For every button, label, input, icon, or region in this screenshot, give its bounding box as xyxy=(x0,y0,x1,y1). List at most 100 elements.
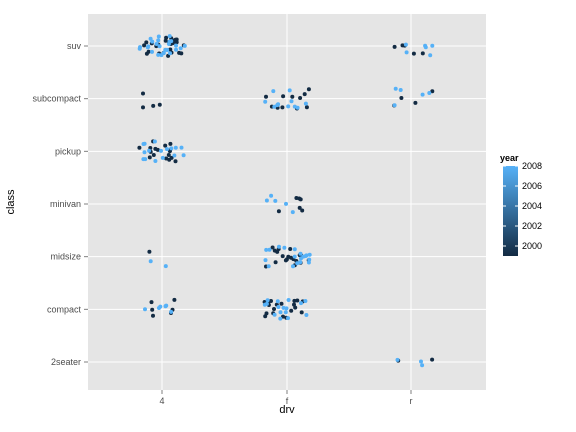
y-axis-ticks: 2seater compact midsize minivan pickup subcom… xyxy=(32,41,88,367)
data-point xyxy=(292,298,297,303)
data-point xyxy=(276,209,281,214)
y-tick-label: 2seater xyxy=(51,357,81,367)
data-point xyxy=(292,302,296,307)
data-point xyxy=(419,359,423,364)
data-point xyxy=(430,357,435,362)
data-point xyxy=(292,254,297,259)
data-point xyxy=(150,49,154,54)
data-point xyxy=(167,34,172,39)
data-point xyxy=(276,305,281,309)
data-point xyxy=(151,103,156,108)
data-point xyxy=(164,35,169,40)
data-point xyxy=(404,50,409,55)
data-point xyxy=(295,105,300,110)
y-axis-title: class xyxy=(5,189,17,215)
y-tick-label: subcompact xyxy=(32,94,81,104)
data-point xyxy=(299,256,303,261)
data-point xyxy=(147,148,152,153)
data-point xyxy=(289,308,294,313)
data-point xyxy=(299,301,303,306)
data-point xyxy=(263,99,268,104)
legend-tick-label: 2002 xyxy=(522,221,542,231)
data-point xyxy=(146,49,151,54)
data-point xyxy=(280,105,285,110)
data-point xyxy=(147,155,152,160)
data-point xyxy=(179,51,184,56)
legend-tick-label: 2000 xyxy=(522,241,542,251)
data-point xyxy=(264,247,269,252)
data-point xyxy=(148,259,153,264)
data-point xyxy=(178,46,183,51)
data-point xyxy=(169,309,174,314)
data-point xyxy=(141,105,145,110)
data-point xyxy=(300,208,305,213)
data-point xyxy=(168,141,173,146)
data-point xyxy=(291,264,295,269)
data-point xyxy=(151,153,156,157)
y-tick-label: midsize xyxy=(50,252,81,262)
data-point xyxy=(420,363,425,368)
data-point xyxy=(160,155,165,160)
data-point xyxy=(298,251,303,256)
data-point xyxy=(173,159,178,164)
data-point xyxy=(270,245,275,250)
x-axis-title: drv xyxy=(279,404,295,416)
data-point xyxy=(304,253,309,258)
legend-tick-label: 2008 xyxy=(522,161,542,171)
data-point xyxy=(153,146,158,151)
data-point xyxy=(420,92,425,97)
data-point xyxy=(264,311,269,316)
data-point xyxy=(156,52,161,57)
data-point xyxy=(430,43,435,48)
data-point xyxy=(172,153,177,158)
data-point xyxy=(287,88,292,93)
x-axis-ticks: 4 f r xyxy=(159,390,413,406)
legend-tick-label: 2004 xyxy=(522,201,542,211)
data-point xyxy=(281,305,286,310)
data-point xyxy=(142,43,147,48)
data-point xyxy=(283,258,288,263)
data-point xyxy=(278,310,283,315)
legend-title: year xyxy=(500,153,519,163)
data-point xyxy=(278,316,283,321)
data-point xyxy=(157,44,162,49)
x-tick-label: f xyxy=(286,396,289,406)
data-point xyxy=(411,51,416,56)
data-point xyxy=(150,39,155,44)
data-point xyxy=(137,46,142,51)
data-point xyxy=(284,201,288,206)
data-point xyxy=(279,301,284,306)
data-point xyxy=(283,310,288,315)
data-point xyxy=(165,147,169,152)
data-point xyxy=(150,307,155,312)
data-point xyxy=(298,260,303,265)
data-point xyxy=(403,42,408,47)
data-point xyxy=(275,249,280,254)
data-point xyxy=(304,105,309,110)
data-point xyxy=(166,153,171,157)
data-point xyxy=(273,198,278,203)
data-point xyxy=(289,99,294,104)
data-point xyxy=(306,260,311,265)
data-point xyxy=(293,305,298,310)
data-point xyxy=(141,157,146,162)
color-legend: year 2000 2002 2004 2006 2008 xyxy=(500,153,542,256)
legend-colorbar xyxy=(503,166,518,256)
data-point xyxy=(392,44,397,49)
data-point xyxy=(179,145,184,150)
data-point xyxy=(141,91,145,96)
data-point xyxy=(159,53,164,58)
data-point xyxy=(157,306,161,310)
data-point xyxy=(153,159,158,163)
data-point xyxy=(307,252,312,257)
data-point xyxy=(423,45,428,50)
data-point xyxy=(157,102,162,107)
data-point xyxy=(164,303,169,308)
data-point xyxy=(143,307,147,312)
data-point xyxy=(280,254,285,259)
data-point xyxy=(172,297,177,302)
data-point xyxy=(298,96,303,100)
data-point xyxy=(269,193,274,198)
data-point xyxy=(154,42,159,46)
